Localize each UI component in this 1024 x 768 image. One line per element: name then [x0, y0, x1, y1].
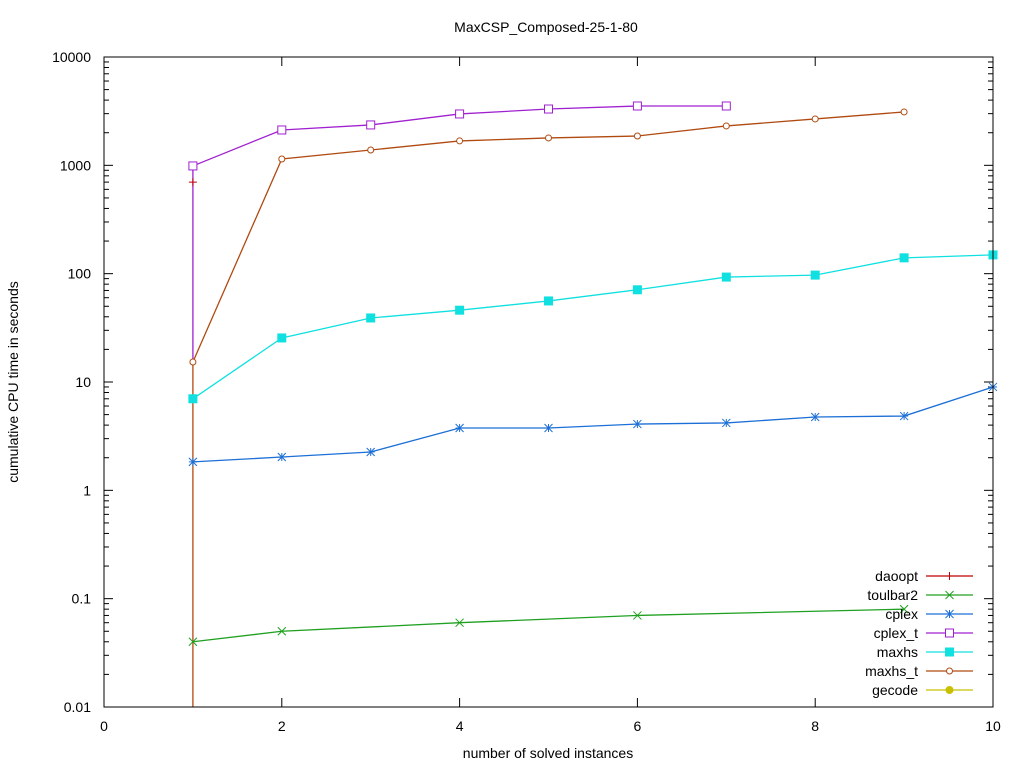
y-tick-label: 100 [68, 266, 92, 282]
series-maxhs [188, 250, 998, 404]
series-maxhs_t [189, 108, 908, 366]
x-axis-title: number of solved instances [463, 745, 633, 761]
series-cplex [188, 382, 998, 467]
y-tick-label: 10000 [52, 49, 91, 65]
legend-label-maxhs: maxhs [877, 644, 918, 660]
x-tick-label: 4 [456, 718, 464, 734]
x-tick-label: 8 [811, 718, 819, 734]
y-tick-label: 1000 [60, 157, 91, 173]
y-tick-label: 0.01 [64, 699, 91, 715]
x-tick-label: 10 [985, 718, 1001, 734]
axis-ticks: 0 2 4 6 8 10 0.01 0.1 1 10 100 1000 10000 [52, 49, 1001, 734]
x-tick-label: 0 [100, 718, 108, 734]
y-tick-label: 1 [83, 482, 91, 498]
legend-label-maxhs_t: maxhs_t [865, 663, 918, 679]
series-cplex_t [188, 101, 731, 171]
legend-label-daoopt: daoopt [875, 568, 918, 584]
legend-label-toulbar2: toulbar2 [867, 587, 918, 603]
plot-frame [103, 56, 994, 708]
x-tick-label: 2 [278, 718, 286, 734]
y-axis-title: cumulative CPU time in seconds [5, 281, 21, 483]
y-tick-label: 0.1 [72, 591, 92, 607]
x-tick-label: 6 [634, 718, 642, 734]
series-daoopt [188, 178, 197, 187]
plot-series [188, 101, 998, 707]
legend-label-cplex: cplex [885, 606, 918, 622]
legend-label-cplex_t: cplex_t [874, 625, 918, 641]
legend-label-gecode: gecode [872, 682, 918, 698]
series-toulbar2 [188, 604, 909, 647]
chart-title: MaxCSP_Composed-25-1-80 [454, 19, 638, 35]
y-tick-label: 10 [75, 374, 91, 390]
